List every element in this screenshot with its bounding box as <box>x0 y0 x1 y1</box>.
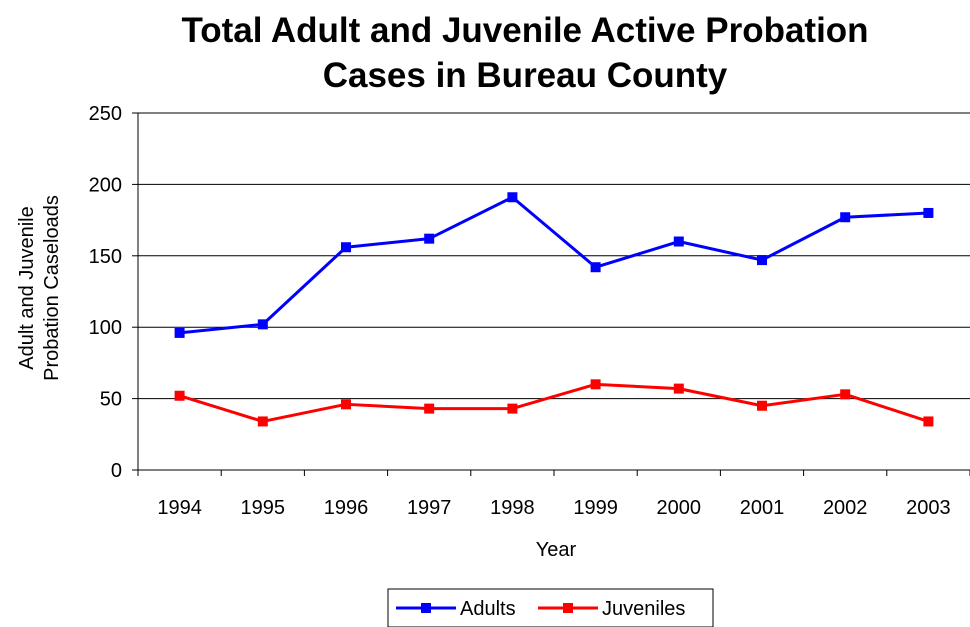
point-adults-1997 <box>424 233 435 244</box>
x-tick-label-1999: 1999 <box>573 497 618 519</box>
chart-title: Total Adult and Juvenile Active Probatio… <box>0 8 970 98</box>
point-adults-2002 <box>840 212 851 223</box>
x-tick-label-1994: 1994 <box>157 497 202 519</box>
x-tick-label-2000: 2000 <box>657 497 702 519</box>
x-axis-label: Year <box>536 539 577 561</box>
point-juveniles-1996 <box>341 399 351 410</box>
y-tick-label-200: 200 <box>89 174 122 196</box>
chart-title-line-2: Cases in Bureau County <box>322 56 728 95</box>
y-tick-label-150: 150 <box>89 246 122 268</box>
point-adults-1995 <box>257 319 268 330</box>
legend-juveniles-marker <box>563 603 573 613</box>
y-tick-label-50: 50 <box>100 389 122 411</box>
gridlines <box>138 112 970 400</box>
legend-juveniles-label: Juveniles <box>602 598 685 620</box>
x-tick-label-2002: 2002 <box>823 497 868 519</box>
point-juveniles-1997 <box>424 403 435 414</box>
series-group <box>174 192 934 427</box>
point-adults-1996 <box>341 242 351 253</box>
y-axis-label-line-2: Probation Caseloads <box>41 195 63 381</box>
point-adults-2001 <box>757 255 767 266</box>
point-juveniles-1998 <box>507 403 518 414</box>
chart-title-line-1: Total Adult and Juvenile Active Probatio… <box>181 11 869 50</box>
y-tick-label-0: 0 <box>111 460 122 482</box>
point-adults-1994 <box>174 327 185 338</box>
point-adults-1999 <box>590 262 601 273</box>
point-juveniles-2001 <box>757 400 767 411</box>
point-juveniles-1995 <box>257 416 268 427</box>
point-juveniles-1994 <box>174 390 185 401</box>
y-tick-labels: 0 50 100 150 200 250 <box>89 103 122 482</box>
point-adults-2003 <box>923 207 934 218</box>
point-juveniles-1999 <box>590 379 601 390</box>
y-tick-label-100: 100 <box>89 317 122 339</box>
point-juveniles-2000 <box>673 383 684 394</box>
x-tick-labels: 1994 1995 1996 1997 1998 1999 2000 2001 2002 2003 <box>157 497 950 519</box>
series-line-juveniles <box>179 382 929 423</box>
x-tick-label-1995: 1995 <box>241 497 286 519</box>
legend-adults-marker <box>421 603 431 613</box>
x-tick-label-1996: 1996 <box>324 497 369 519</box>
axes <box>132 112 970 476</box>
x-tick-label-1998: 1998 <box>490 497 535 519</box>
y-axis-label-line-1: Adult and Juvenile <box>16 206 38 369</box>
point-adults-1998 <box>507 192 518 203</box>
x-tick-label-2001: 2001 <box>740 497 785 519</box>
point-juveniles-2002 <box>840 389 851 400</box>
point-adults-2000 <box>673 236 684 247</box>
x-tick-label-2003: 2003 <box>906 497 951 519</box>
legend: Adults Juveniles <box>387 588 714 627</box>
legend-adults-label: Adults <box>460 598 516 620</box>
series-line-adults <box>179 195 929 335</box>
point-juveniles-2003 <box>923 416 934 427</box>
x-tick-label-1997: 1997 <box>407 497 452 519</box>
y-tick-label-250: 250 <box>89 103 122 125</box>
